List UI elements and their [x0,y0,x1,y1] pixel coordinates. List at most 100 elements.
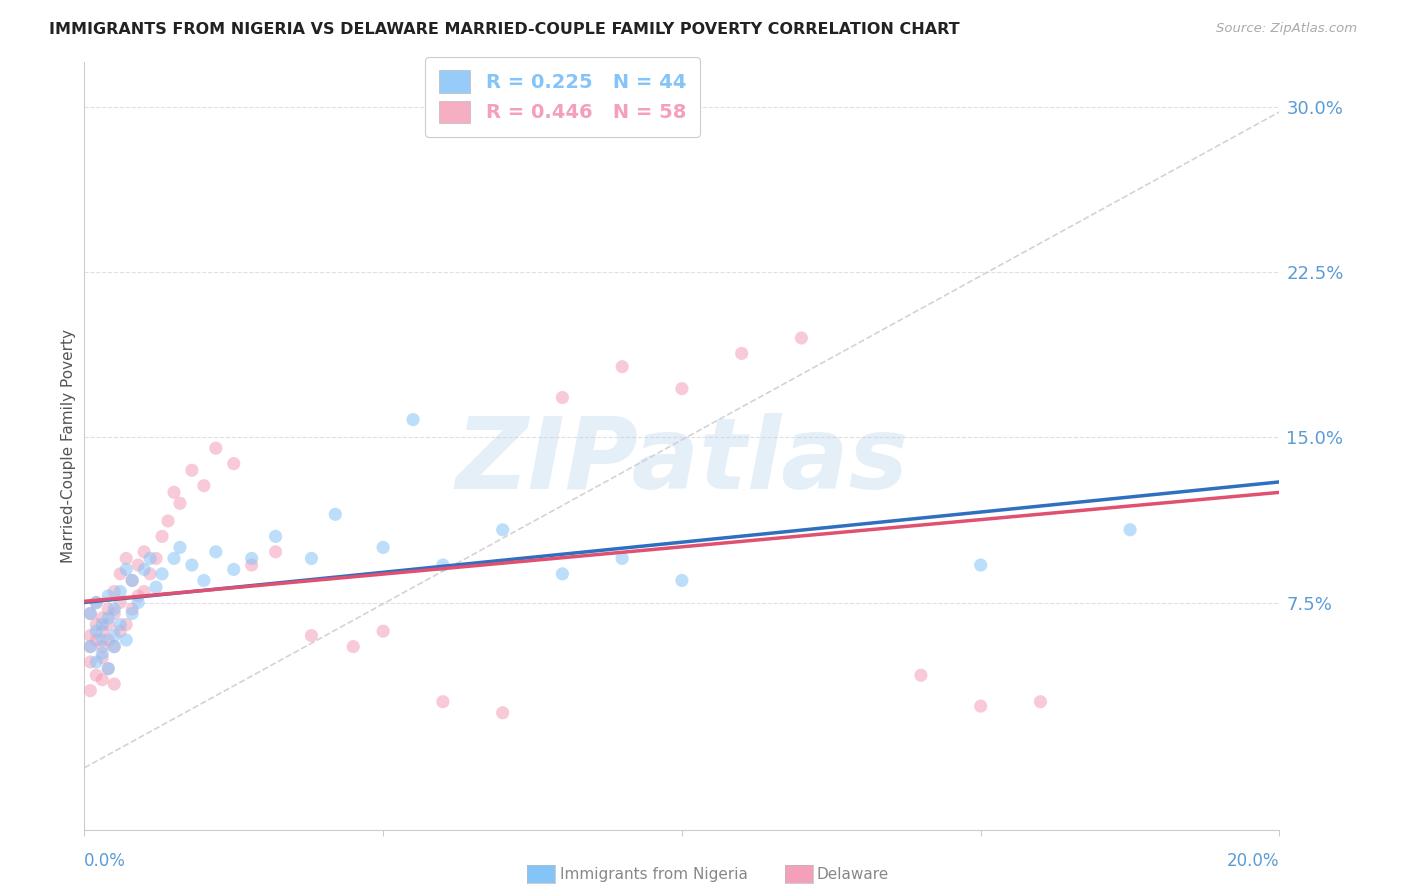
Point [103,677,125,691]
Point [127,595,149,609]
Point [163,485,186,500]
Point [97,662,120,676]
Point [97,617,120,632]
Point [115,551,138,566]
Point [150,529,173,543]
Point [79,629,101,643]
Point [97,632,120,647]
Text: Immigrants from Nigeria: Immigrants from Nigeria [560,867,748,881]
Point [193,574,215,588]
Point [970,699,993,714]
Point [91,650,114,665]
Point [91,632,114,647]
Point [97,662,120,676]
Point [86,595,108,609]
Y-axis label: Married-Couple Family Poverty: Married-Couple Family Poverty [60,329,76,563]
Point [127,589,149,603]
Point [79,655,101,669]
Point [86,668,108,682]
Point [139,551,162,566]
Point [139,566,162,581]
Point [240,558,263,572]
Point [402,412,425,426]
Point [432,695,454,709]
Point [91,673,114,687]
Point [205,441,228,455]
Point [103,640,125,654]
Point [97,602,120,616]
Point [492,523,515,537]
Point [121,602,143,616]
Point [79,640,101,654]
Point [91,640,114,654]
Point [79,607,101,621]
Point [1119,523,1142,537]
Point [121,574,143,588]
Point [132,545,156,559]
Point [110,584,132,599]
Point [145,580,167,594]
Point [373,624,395,639]
Point [79,607,101,621]
Point [91,646,114,660]
Point [103,629,125,643]
Point [115,632,138,647]
Text: Source: ZipAtlas.com: Source: ZipAtlas.com [1216,22,1357,36]
Point [1029,695,1052,709]
Point [790,331,813,345]
Point [115,562,138,576]
Point [342,640,364,654]
Point [671,382,693,396]
Point [612,359,634,374]
Point [169,496,191,510]
Point [103,607,125,621]
Point [97,611,120,625]
Point [169,541,191,555]
Point [222,562,245,576]
Point [97,589,120,603]
Point [103,602,125,616]
Point [91,617,114,632]
Point [86,624,108,639]
Point [86,632,108,647]
Point [103,584,125,599]
Point [127,558,149,572]
Point [731,346,754,360]
Point [222,457,245,471]
Point [910,668,932,682]
Point [373,541,395,555]
Point [91,624,114,639]
Text: IMMIGRANTS FROM NIGERIA VS DELAWARE MARRIED-COUPLE FAMILY POVERTY CORRELATION CH: IMMIGRANTS FROM NIGERIA VS DELAWARE MARR… [49,22,960,37]
Text: ZIPatlas: ZIPatlas [456,413,908,510]
Point [132,584,156,599]
Point [181,558,204,572]
Point [551,566,574,581]
Point [240,551,263,566]
Point [970,558,993,572]
Point [103,640,125,654]
Point [110,617,132,632]
Point [671,574,693,588]
Point [301,551,323,566]
Point [121,607,143,621]
Point [325,508,347,522]
Text: Delaware: Delaware [817,867,889,881]
Point [115,617,138,632]
Point [157,514,180,528]
Legend: R = 0.225   N = 44, R = 0.446   N = 58: R = 0.225 N = 44, R = 0.446 N = 58 [425,57,700,136]
Point [492,706,515,720]
Point [301,629,323,643]
Point [264,545,287,559]
Point [145,551,167,566]
Point [193,478,215,492]
Point [86,617,108,632]
Point [91,611,114,625]
Point [79,683,101,698]
Point [79,640,101,654]
Text: 0.0%: 0.0% [84,852,127,870]
Point [110,595,132,609]
Text: 20.0%: 20.0% [1227,852,1279,870]
Point [86,655,108,669]
Point [163,551,186,566]
Point [150,566,173,581]
